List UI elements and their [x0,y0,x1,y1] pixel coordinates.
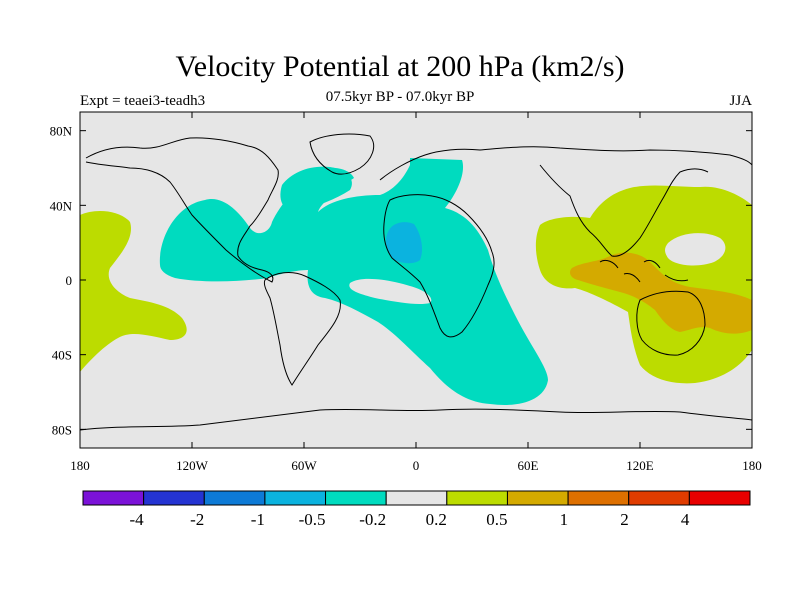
lon-tick-label: 180 [742,458,762,473]
colorbar-box [628,490,690,506]
coast-greenland [309,133,375,175]
colorbar: -4 -2 -1 -0.5 -0.2 0.2 0.5 1 2 4 [82,490,751,529]
experiment-label: Expt = teaei3-teadh3 [80,93,206,109]
neutral-hole-north-pacific [665,233,726,266]
lat-tick-label: 80N [50,124,73,139]
colorbar-box [688,490,751,506]
colorbar-box [264,490,327,506]
colorbar-box [203,490,266,506]
plot-subtitle: 07.5kyr BP - 07.0kyr BP [325,89,475,105]
negative-core-africa [385,222,423,264]
coast-islands-indonesia [599,259,689,283]
colorbar-label: -0.5 [299,510,326,529]
colorbar-label: -2 [190,510,204,529]
positive-region-date-line-west [80,210,187,372]
plot-title: Velocity Potential at 200 hPa (km2/s) [175,50,625,83]
coast-north-america [85,137,279,283]
lon-tick-label: 120W [176,458,209,473]
coast-antarctica [80,408,752,431]
colorbar-label: 0.2 [426,510,447,529]
lat-tick-label: 40S [52,348,72,363]
colorbar-label: 1 [560,510,569,529]
coast-europe-asia [379,146,752,257]
colorbar-box [385,490,448,506]
lon-tick-label: 0 [413,458,420,473]
colorbar-label: 0.5 [486,510,507,529]
lon-tick-label: 120E [626,458,654,473]
lat-tick-label: 80S [52,422,72,437]
negative-region-canada [305,167,354,184]
coast-africa [383,194,495,338]
colorbar-box [446,490,508,506]
lon-tick-label: 60E [518,458,539,473]
neutral-hole-south-atlantic [349,278,432,305]
colorbar-label: 2 [620,510,629,529]
colorbar-box [82,490,145,506]
colorbar-box [325,490,387,506]
colorbar-label: -4 [129,510,144,529]
colorbar-box [143,490,205,506]
colorbar-label: -1 [251,510,265,529]
lat-tick-label: 40N [50,198,73,213]
latitude-axis: 80N 40N 0 40S 80S [50,124,752,437]
coast-south-america [263,272,341,386]
coast-australia [636,290,706,356]
lat-tick-label: 0 [66,273,73,288]
colorbar-box [567,490,630,506]
coastlines [80,133,752,431]
longitude-axis: 180 120W 60W 0 60E 120E 180 [70,112,762,473]
colorbar-label: 4 [681,510,690,529]
colorbar-label: -0.2 [359,510,386,529]
lon-tick-label: 60W [291,458,317,473]
colorbar-box [506,490,569,506]
season-label: JJA [729,93,752,109]
lon-tick-label: 180 [70,458,90,473]
